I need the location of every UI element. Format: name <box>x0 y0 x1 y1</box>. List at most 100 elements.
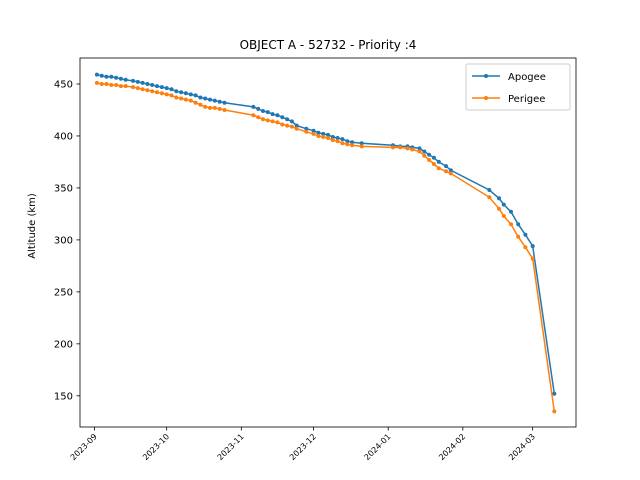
data-point-perigee <box>398 145 403 150</box>
legend-marker-apogee <box>484 74 488 78</box>
data-point-perigee <box>261 117 265 122</box>
data-point-perigee <box>335 139 340 144</box>
data-point-perigee <box>131 85 135 90</box>
data-point-perigee <box>179 96 184 101</box>
legend: Apogee Perigee <box>465 63 571 111</box>
data-point-perigee <box>294 126 299 131</box>
data-point-apogee <box>164 86 169 91</box>
data-point-apogee <box>188 92 193 97</box>
data-point-apogee <box>140 80 145 85</box>
data-point-apogee <box>169 87 174 92</box>
data-point-perigee <box>444 169 448 174</box>
data-point-apogee <box>294 123 299 128</box>
data-point-perigee <box>256 115 261 120</box>
series-points-apogee <box>94 72 557 396</box>
data-point-perigee <box>280 122 285 127</box>
data-point-perigee <box>140 87 145 92</box>
data-point-perigee <box>174 95 179 100</box>
legend-marker-perigee <box>484 96 488 100</box>
y-tick-label: 300 <box>54 235 73 246</box>
data-point-perigee <box>431 162 436 166</box>
data-point-apogee <box>208 97 212 102</box>
data-point-perigee <box>114 83 119 87</box>
data-point-apogee <box>326 132 330 137</box>
data-point-apogee <box>448 168 453 173</box>
data-point-perigee <box>164 92 169 97</box>
data-point-apogee <box>350 140 355 145</box>
y-axis-title: Altitude (km) <box>27 193 38 259</box>
data-point-apogee <box>183 91 188 96</box>
data-point-perigee <box>405 146 410 151</box>
data-point-perigee <box>410 147 415 152</box>
data-point-apogee <box>193 93 198 98</box>
series-line-perigee <box>96 82 556 412</box>
data-point-perigee <box>509 222 513 227</box>
data-point-apogee <box>436 159 441 164</box>
data-point-apogee <box>270 112 275 117</box>
data-point-perigee <box>159 91 164 96</box>
data-point-perigee <box>516 234 521 239</box>
plot-frame <box>79 57 577 428</box>
data-point-perigee <box>427 157 432 162</box>
data-point-apogee <box>444 164 448 169</box>
data-point-perigee <box>345 142 350 147</box>
data-point-apogee <box>417 146 422 151</box>
data-point-apogee <box>109 74 114 79</box>
data-point-perigee <box>523 245 528 250</box>
data-point-perigee <box>340 141 345 146</box>
data-point-apogee <box>203 96 208 101</box>
y-tick-label: 250 <box>54 287 73 298</box>
data-point-apogee <box>304 126 309 131</box>
data-point-perigee <box>304 129 309 134</box>
x-tick-label: 2023-09 <box>69 432 99 462</box>
data-point-perigee <box>497 206 501 211</box>
data-point-apogee <box>530 244 535 249</box>
data-point-perigee <box>326 136 330 140</box>
data-point-apogee <box>487 188 492 192</box>
data-point-perigee <box>193 100 198 105</box>
data-point-perigee <box>501 214 506 218</box>
data-point-apogee <box>155 84 159 89</box>
data-point-perigee <box>487 195 492 200</box>
data-point-apogee <box>523 232 528 237</box>
data-point-perigee <box>436 166 441 171</box>
chart-title: OBJECT A - 52732 - Priority :4 <box>240 38 417 52</box>
data-point-perigee <box>222 108 227 112</box>
data-point-perigee <box>316 134 321 138</box>
data-point-apogee <box>516 222 521 227</box>
data-point-apogee <box>330 135 335 139</box>
y-tick-label: 200 <box>54 339 73 350</box>
data-point-perigee <box>289 124 294 129</box>
data-point-perigee <box>330 138 335 143</box>
data-point-apogee <box>501 202 506 207</box>
data-point-apogee <box>212 98 217 103</box>
data-point-perigee <box>198 102 203 107</box>
data-point-perigee <box>417 149 422 154</box>
data-point-apogee <box>265 110 270 115</box>
data-point-apogee <box>427 152 432 157</box>
data-point-apogee <box>552 391 557 396</box>
data-point-perigee <box>155 90 159 95</box>
x-tick-label: 2023-12 <box>288 432 318 462</box>
data-point-apogee <box>509 209 513 214</box>
data-point-apogee <box>150 83 155 87</box>
plot-area: 2023-09 2023-10 2023-11 2023-12 2024-01 2024-… <box>54 57 577 462</box>
x-tick-label: 2023-11 <box>216 432 246 462</box>
data-point-apogee <box>114 75 119 80</box>
data-point-perigee <box>104 82 109 86</box>
x-tick-label: 2024-03 <box>507 432 537 462</box>
y-tick-label: 350 <box>54 183 73 194</box>
data-point-apogee <box>431 155 436 160</box>
data-point-apogee <box>359 141 364 146</box>
data-point-perigee <box>359 144 364 149</box>
data-point-apogee <box>174 89 179 94</box>
data-point-apogee <box>497 196 501 201</box>
data-point-perigee <box>422 153 427 158</box>
data-point-perigee <box>94 80 99 85</box>
data-point-perigee <box>265 118 270 123</box>
data-point-perigee <box>270 119 275 124</box>
data-point-perigee <box>321 135 326 139</box>
data-point-perigee <box>135 86 140 91</box>
data-point-perigee <box>145 88 150 93</box>
